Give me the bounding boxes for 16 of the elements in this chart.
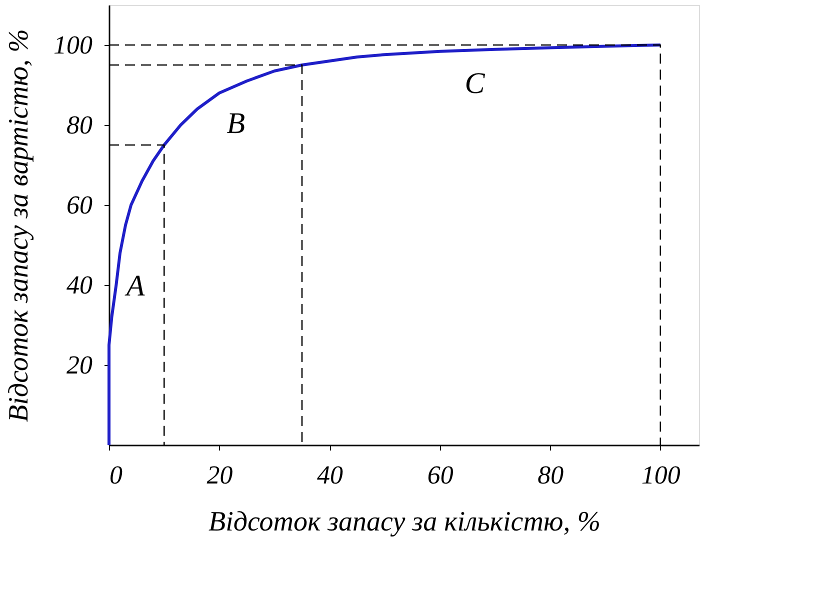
y-axis-title: Відсоток запасу за вартістю, %: [4, 29, 34, 422]
x-tick-label: 0: [110, 460, 122, 490]
y-tick-label: 20: [66, 350, 92, 380]
y-tick-label: 60: [66, 190, 92, 220]
y-tick-label: 80: [66, 110, 92, 140]
annotation: B: [226, 106, 246, 140]
x-tick-label: 60: [427, 460, 454, 490]
x-tick-label: 80: [538, 460, 564, 490]
x-tick-label: 40: [317, 460, 344, 490]
y-tick-label: 100: [54, 30, 92, 60]
annotation: C: [464, 67, 486, 100]
x-tick-label: 100: [641, 460, 680, 490]
annotation: A: [124, 270, 146, 303]
y-tick-label: 40: [66, 270, 92, 300]
x-axis-title: Відсоток запасу за кількістю, %: [208, 506, 601, 538]
x-tick-label: 20: [206, 460, 233, 490]
